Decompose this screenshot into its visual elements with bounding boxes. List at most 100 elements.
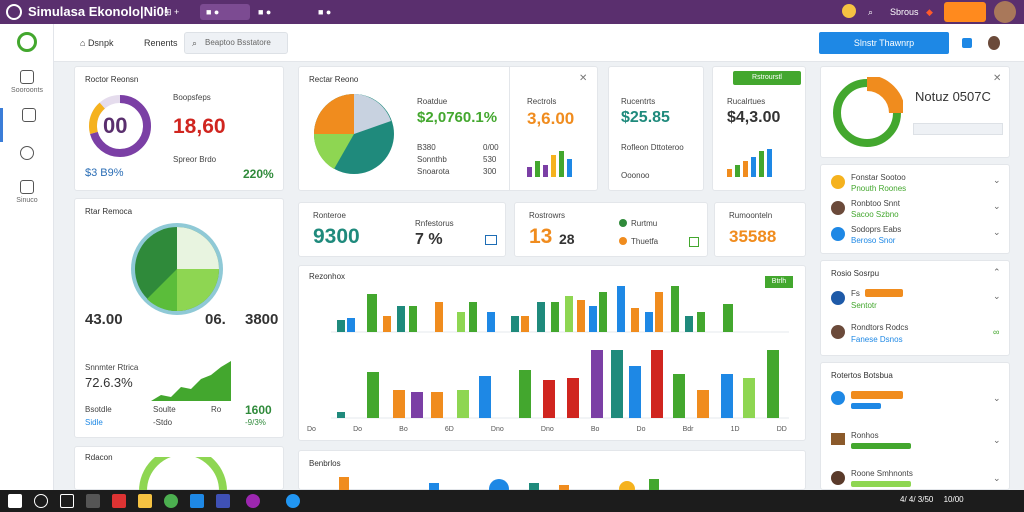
metric-value: $25.85 — [621, 109, 670, 126]
metric-label: Rectrols — [527, 97, 557, 106]
chevron-up-icon[interactable]: ⌃ — [993, 267, 1001, 277]
progress-bar — [851, 481, 911, 487]
kpi-card: Ronteroe 9300 Rnfestorus 7 % — [298, 202, 506, 257]
chevron-down-icon[interactable]: ⌄ — [993, 291, 1001, 301]
report-icon — [21, 108, 36, 122]
system-tray[interactable]: 4/ 4/ 3/50 10/00 — [900, 495, 964, 504]
upgrade-button[interactable] — [944, 2, 986, 22]
progress-bar — [851, 443, 911, 449]
footer-label-1: Bsotdle — [85, 405, 112, 414]
list-item-sub: Fanese Dsnos — [851, 335, 903, 344]
status-list: Rotertos Botsbua ⌄ Ronhos ⌄ Roone Smhnon… — [820, 362, 1010, 490]
reports-tab[interactable]: Renents — [144, 38, 178, 48]
legend-label: Rurtmu — [631, 219, 658, 228]
card-title: Roctor Reonsn — [85, 75, 139, 84]
pie-chart — [131, 223, 223, 315]
chevron-down-icon[interactable]: ⌄ — [993, 227, 1001, 237]
chevron-down-icon[interactable]: ⌄ — [993, 175, 1001, 185]
sidebar-item-documents[interactable]: Sinuco — [0, 180, 54, 214]
card-title: Rosio Sosrpu — [831, 269, 880, 278]
app-icon[interactable] — [246, 494, 260, 508]
row-label-1: B380 — [417, 143, 436, 152]
sidebar-item-dashboard[interactable]: Sooroonts — [0, 70, 54, 104]
link-icon[interactable]: ∞ — [993, 327, 1000, 337]
metric-sub-label: Rofleon Dttoteroo — [621, 143, 684, 152]
topbar-tab-1[interactable]: ■ ● — [200, 4, 250, 20]
primary-button[interactable]: Slnstr Thawnrp — [819, 32, 949, 54]
kpi-value: 13 — [529, 225, 553, 248]
close-icon[interactable]: ✕ — [579, 73, 588, 84]
chevron-down-icon[interactable]: ⌄ — [993, 435, 1001, 445]
card-title: Rdacon — [85, 453, 113, 462]
input-field[interactable] — [913, 123, 1003, 135]
topbar-tab-2[interactable]: ■ ● — [258, 7, 272, 17]
list-item-sub: Sacoo Szbno — [851, 210, 899, 219]
donut-card: Notuz 0507C ✕ — [820, 66, 1010, 158]
app-title: Simulasa Ekonolo|Ni0! — [28, 4, 169, 19]
user-avatar[interactable] — [994, 1, 1016, 23]
app-icon[interactable] — [112, 494, 126, 508]
ring-value: 00 — [103, 113, 128, 138]
home-icon — [20, 70, 34, 84]
list-item-title: Roone Smhnonts — [851, 469, 913, 478]
x-axis: Do Do Bo 6D Dno Dno Bo Do Bdr 1D DD — [307, 426, 787, 433]
legend-label: Thuetfa — [631, 237, 659, 246]
app-logo-icon — [6, 4, 22, 20]
avatar — [831, 291, 845, 305]
breakdown-card: Rectar Reono Roatdue $2,0760.1% B380 Son… — [298, 66, 598, 191]
card-title: Rtar Remoca — [85, 207, 133, 216]
back-tab[interactable]: ⌂ Dsnpk — [80, 38, 114, 48]
checkbox-icon[interactable] — [689, 237, 699, 247]
bar-chart — [331, 286, 789, 419]
metric-sub-label-2: Ooonoo — [621, 171, 650, 180]
sub-label: Snnmter Rtrica — [85, 363, 139, 372]
share-icon[interactable] — [962, 38, 972, 48]
alert-icon[interactable]: ◆ — [926, 7, 933, 17]
start-icon[interactable] — [8, 494, 22, 508]
metric-left: $3 B9% — [85, 167, 124, 179]
kpi-card: Rostrowrs 13 28 Rurtmu Thuetfa — [514, 202, 708, 257]
row-value-2: 530 — [483, 155, 497, 164]
status-badge[interactable]: Rstrourstl — [733, 71, 801, 85]
chart-badge[interactable]: Btrlh — [765, 276, 793, 288]
sidebar-item-reports[interactable] — [0, 108, 54, 142]
topbar-label[interactable]: Sbrous — [890, 7, 919, 17]
legend-dot — [619, 219, 627, 227]
sidebar-item-analytics[interactable] — [0, 146, 54, 180]
summary-card: Roctor Reonsn 00 Boopsfeps 18,60 Spreor … — [74, 66, 284, 191]
grid-icon[interactable]: ⊞ + — [164, 7, 180, 17]
row-value-3: 300 — [483, 167, 497, 176]
app-icon[interactable] — [216, 494, 230, 508]
app-icon[interactable] — [86, 494, 100, 508]
chevron-down-icon[interactable]: ⌄ — [993, 473, 1001, 483]
browser-icon[interactable] — [164, 494, 178, 508]
metric-value: 18,60 — [173, 115, 226, 138]
progress-bar — [851, 403, 881, 409]
card-title: Benbrlos — [309, 459, 341, 468]
list-item-title: Rondtors Rodcs — [851, 323, 909, 332]
kpi-label: Rostrowrs — [529, 211, 566, 220]
list-item-title: Ronhos — [851, 431, 879, 440]
app-icon[interactable] — [286, 494, 300, 508]
search-input[interactable]: Beaptoo Bsstatore — [184, 32, 288, 54]
mini-bar-chart — [727, 149, 772, 177]
kpi-value: 9300 — [313, 225, 360, 248]
folder-icon[interactable] — [138, 494, 152, 508]
profile-avatar[interactable] — [988, 36, 1000, 50]
percent-value: 72.6.3% — [85, 375, 133, 390]
app-icon[interactable] — [190, 494, 204, 508]
task-view-icon[interactable] — [60, 494, 74, 508]
search-icon[interactable] — [34, 494, 48, 508]
back-tab-label: Dsnpk — [87, 38, 114, 48]
topbar-tab-3[interactable]: ■ ● — [318, 7, 332, 17]
kpi-value: 35588 — [729, 227, 777, 246]
avatar — [831, 325, 845, 339]
donut-chart — [833, 77, 903, 147]
notification-icon[interactable] — [842, 4, 856, 18]
close-icon[interactable]: ✕ — [993, 73, 1002, 84]
chevron-down-icon[interactable]: ⌄ — [993, 393, 1001, 403]
kpi-card: Rumoonteln 35588 — [714, 202, 806, 257]
calendar-icon[interactable] — [485, 235, 497, 245]
search-icon[interactable]: ⌕ — [868, 7, 874, 17]
chevron-down-icon[interactable]: ⌄ — [993, 201, 1001, 211]
